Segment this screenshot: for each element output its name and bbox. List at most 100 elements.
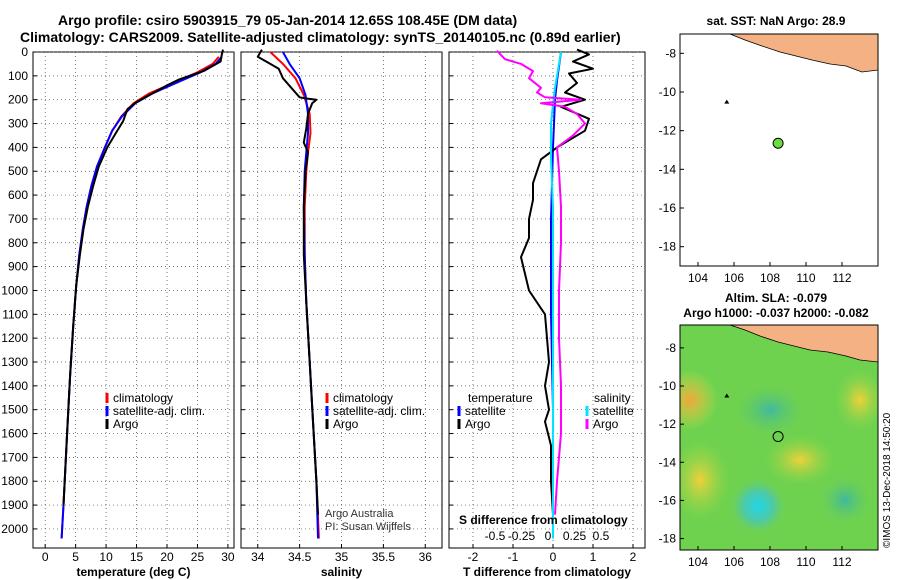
- legend-title-temperature: temperature: [468, 391, 533, 405]
- map-x-tick-label: 106: [724, 555, 744, 569]
- map-y-tick-label: -18: [659, 532, 677, 546]
- top-tick-label: 0: [545, 529, 552, 543]
- series-line-argo: [62, 49, 224, 506]
- imos-credit: ©IMOS 13-Dec-2018 14:50:20: [882, 412, 893, 548]
- x-axis-label: T difference from climatology: [463, 565, 631, 579]
- difference-panel: [448, 51, 646, 549]
- series-line-argo: [256, 49, 319, 515]
- y-tick-label: 1800: [1, 474, 28, 488]
- legend-label: climatology: [333, 391, 393, 405]
- map-subtitle: Argo h1000: -0.037 h2000: -0.082: [683, 306, 869, 320]
- y-tick-label: 700: [8, 212, 28, 226]
- y-tick-label: 900: [8, 260, 28, 274]
- x-tick-label: 25: [191, 550, 205, 564]
- y-tick-label: 200: [8, 93, 28, 107]
- x-tick-label: 10: [99, 550, 113, 564]
- y-tick-label: 300: [8, 117, 28, 131]
- series-line-satellite-adj-clim-: [60, 56, 223, 539]
- y-tick-label: 1300: [1, 355, 28, 369]
- map-y-tick-label: -8: [665, 341, 676, 355]
- series-line-satellite-adj-clim-: [282, 51, 319, 539]
- map-x-tick-label: 112: [832, 271, 851, 285]
- map-x-tick-label: 110: [796, 555, 815, 569]
- map-x-tick-label: 104: [688, 555, 708, 569]
- legend-label: Argo: [593, 417, 619, 431]
- x-tick-label: 15: [130, 550, 144, 564]
- x-tick-label: 30: [221, 550, 235, 564]
- series-line-t-argo: [520, 48, 594, 515]
- y-tick-label: 800: [8, 236, 28, 250]
- x-tick-label: 20: [160, 550, 174, 564]
- y-tick-label: 1100: [2, 307, 28, 321]
- y-tick-label: 600: [8, 188, 28, 202]
- map-y-tick-label: -8: [665, 46, 676, 60]
- previous-position-marker: [724, 99, 730, 104]
- map-y-tick-label: -14: [659, 162, 677, 176]
- top-axis-label: S difference from climatology: [459, 513, 628, 527]
- x-tick-label: 34.5: [288, 550, 312, 564]
- y-tick-label: 1700: [1, 450, 28, 464]
- series-line-s-argo: [496, 50, 586, 515]
- argo-australia-note: Argo Australia: [325, 508, 394, 520]
- legend-label: Argo: [333, 417, 359, 431]
- map-title: sat. SST: NaN Argo: 28.9: [707, 14, 846, 28]
- y-tick-label: 500: [8, 164, 28, 178]
- x-tick-label: 0: [550, 550, 557, 564]
- sst-land-java: [729, 34, 878, 73]
- x-tick-label: 1: [590, 550, 597, 564]
- x-axis-label: temperature (deg C): [76, 565, 190, 579]
- y-tick-label: 1900: [1, 498, 28, 512]
- series-line-climatology: [269, 51, 320, 539]
- legend-label: satellite: [465, 404, 506, 418]
- map-y-tick-label: -16: [659, 493, 677, 507]
- legend-label: climatology: [113, 391, 173, 405]
- sla-land-java: [729, 325, 878, 363]
- map-y-tick-label: -12: [659, 124, 677, 138]
- x-tick-label: 0: [42, 550, 49, 564]
- top-tick-label: -0.25: [508, 529, 536, 543]
- legend-label: Argo: [113, 417, 139, 431]
- map-y-tick-label: -14: [659, 455, 677, 469]
- argo-position-marker: [772, 431, 784, 443]
- map-x-tick-label: 106: [724, 271, 744, 285]
- y-tick-label: 1600: [1, 427, 28, 441]
- top-tick-label: 0.5: [593, 529, 610, 543]
- temperature-panel: [32, 51, 235, 549]
- argo-position-marker: [772, 137, 784, 149]
- map-x-tick-label: 112: [832, 555, 851, 569]
- legend-label: Argo: [465, 417, 491, 431]
- map-x-tick-label: 108: [760, 271, 780, 285]
- map-y-tick-label: -16: [659, 201, 677, 215]
- sla-map-panel: [679, 324, 879, 551]
- map-title: Altim. SLA: -0.079: [725, 291, 827, 305]
- legend-label: satellite: [593, 404, 634, 418]
- previous-position-marker: [724, 393, 730, 398]
- y-tick-label: 1400: [1, 379, 28, 393]
- y-tick-label: 1000: [1, 283, 28, 297]
- legend-title-salinity: salinity: [594, 391, 631, 405]
- series-line-climatology: [60, 56, 220, 539]
- x-tick-label: 2: [630, 550, 637, 564]
- x-tick-label: 35.5: [372, 550, 396, 564]
- legend-label: satellite-adj. clim.: [333, 404, 425, 418]
- map-x-tick-label: 108: [760, 555, 780, 569]
- series-line-s-satellite: [550, 51, 562, 539]
- map-x-tick-label: 104: [688, 271, 708, 285]
- map-y-tick-label: -12: [659, 417, 677, 431]
- x-tick-label: 5: [72, 550, 79, 564]
- y-tick-label: 0: [21, 45, 28, 59]
- y-tick-label: 400: [8, 140, 28, 154]
- x-tick-label: 36: [419, 550, 433, 564]
- map-y-tick-label: -18: [659, 240, 677, 254]
- x-tick-label: -1: [508, 550, 519, 564]
- y-tick-label: 1500: [1, 403, 28, 417]
- map-y-tick-label: -10: [659, 85, 677, 99]
- x-tick-label: 35: [335, 550, 349, 564]
- page-title-line1: Argo profile: csiro 5903915_79 05-Jan-20…: [58, 12, 518, 28]
- top-tick-label: -0.5: [485, 529, 506, 543]
- top-tick-label: 0.25: [563, 529, 587, 543]
- x-tick-label: -2: [468, 550, 479, 564]
- legend-label: satellite-adj. clim.: [113, 404, 205, 418]
- x-tick-label: 34: [251, 550, 265, 564]
